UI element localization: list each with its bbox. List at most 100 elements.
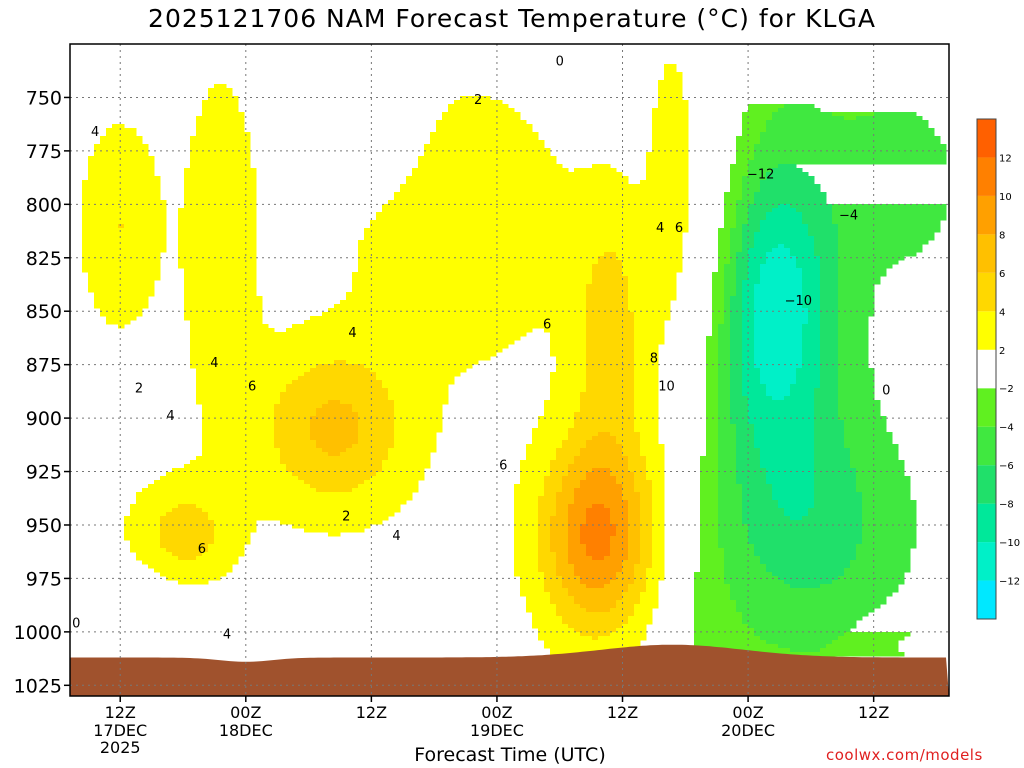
field-cell (808, 508, 863, 513)
field-cell (184, 280, 257, 285)
field-cell (574, 460, 629, 465)
credit-link[interactable]: coolwx.com/models (826, 746, 983, 764)
field-cell (718, 228, 731, 233)
field-cell (736, 280, 743, 285)
field-cell (202, 100, 239, 105)
field-cell (778, 164, 797, 169)
field-cell (604, 584, 629, 589)
field-cell (634, 564, 653, 569)
field-cell (394, 424, 443, 429)
field-cell (178, 240, 257, 245)
field-cell (556, 560, 569, 565)
colorbar-frame (976, 118, 997, 620)
field-cell (748, 208, 773, 213)
field-cell (82, 192, 161, 197)
field-cell (550, 396, 581, 401)
contour-label: 2 (135, 381, 143, 396)
field-cell (274, 440, 317, 445)
field-cell (88, 156, 155, 161)
field-cell (718, 536, 749, 541)
field-cell (646, 588, 659, 593)
field-cell (178, 256, 257, 261)
field-cell (838, 288, 875, 293)
field-cell (706, 340, 719, 345)
field-cell (100, 136, 143, 141)
field-cell (634, 312, 671, 317)
field-cell (106, 320, 131, 325)
field-cell (202, 440, 275, 445)
field-cell (640, 444, 665, 449)
field-cell (604, 504, 629, 509)
field-cell (814, 404, 839, 409)
field-cell (550, 540, 569, 545)
field-cell (550, 336, 587, 341)
field-cell (772, 488, 815, 493)
field-cell (82, 252, 161, 257)
field-cell (736, 428, 755, 433)
field-cell (760, 220, 803, 225)
field-cell (178, 228, 257, 233)
field-cell (634, 372, 659, 377)
field-cell (196, 372, 305, 377)
field-cell (724, 216, 737, 221)
field-cell (742, 232, 755, 237)
field-cell (724, 308, 731, 313)
field-cell (742, 320, 755, 325)
field-cell (610, 536, 629, 541)
field-cell (856, 556, 911, 561)
field-cell (838, 348, 869, 353)
field-cell (544, 480, 563, 485)
field-cell (760, 556, 857, 561)
field-cell (820, 312, 839, 317)
field-cell (610, 580, 635, 585)
field-cell (802, 332, 821, 337)
field-cell (124, 524, 161, 529)
field-cell (736, 480, 767, 485)
field-cell (808, 316, 821, 321)
field-cell (556, 568, 575, 573)
field-cell (802, 296, 821, 301)
x-tick-label: 00Z (230, 703, 261, 722)
field-cell (574, 412, 635, 417)
field-cell (760, 184, 821, 189)
field-cell (586, 476, 617, 481)
field-cell (628, 536, 641, 541)
field-cell (550, 464, 569, 469)
field-cell (94, 300, 149, 305)
field-cell (718, 424, 737, 429)
field-cell (394, 408, 443, 413)
field-cell (610, 516, 629, 521)
field-cell (82, 260, 161, 265)
field-cell (82, 248, 167, 253)
field-cell (640, 440, 659, 445)
field-cell (364, 228, 689, 233)
field-cell (190, 332, 527, 337)
field-cell (196, 384, 287, 389)
field-cell (700, 512, 719, 517)
field-cell (700, 568, 725, 573)
field-cell (718, 340, 731, 345)
field-cell (610, 472, 635, 477)
field-cell (628, 512, 641, 517)
field-cell (754, 332, 803, 337)
field-cell (790, 248, 815, 253)
field-cell (652, 564, 665, 569)
field-cell (346, 292, 587, 297)
field-cell (400, 188, 689, 193)
field-cell (718, 492, 743, 497)
field-cell (646, 580, 659, 585)
field-cell (214, 528, 257, 533)
field-cell (724, 572, 773, 577)
field-cell (178, 248, 257, 253)
field-cell (526, 608, 557, 613)
field-cell (394, 196, 689, 201)
field-cell (736, 136, 761, 141)
field-cell (796, 380, 821, 385)
field-cell (394, 440, 437, 445)
field-cell (862, 528, 917, 533)
field-cell (118, 324, 125, 329)
field-cell (862, 520, 917, 525)
field-cell (574, 424, 635, 429)
field-cell (148, 484, 311, 489)
